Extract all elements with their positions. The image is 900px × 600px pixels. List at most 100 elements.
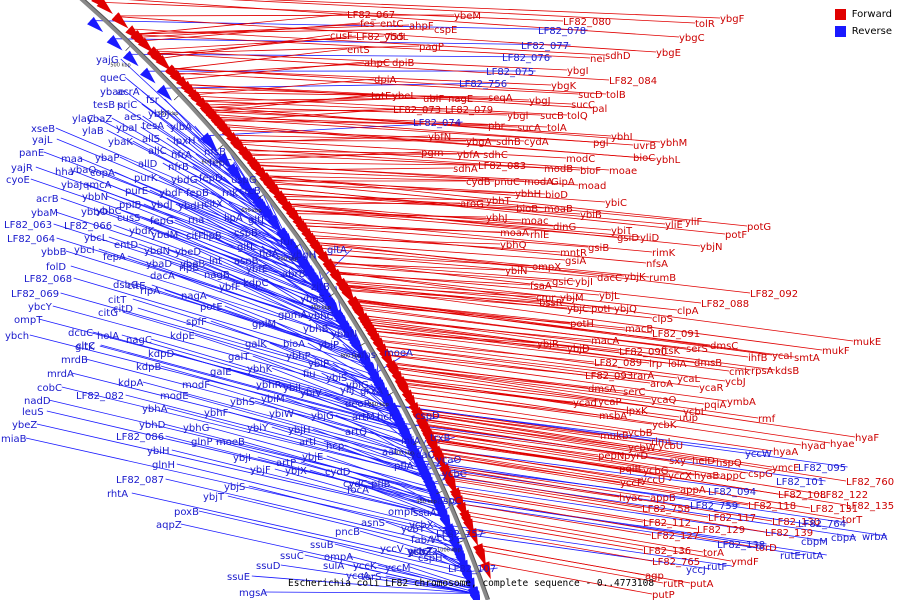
gene-label-csph: cspH [418, 553, 443, 564]
gene-label-kdsb: kdsB [775, 366, 799, 377]
feature-arrow [229, 166, 244, 184]
gene-label-ybhf: ybhF [204, 408, 229, 419]
leader-line [437, 499, 805, 556]
gene-label-dpib: dpiB [392, 58, 414, 69]
gene-label-cbpm: cbpM [801, 537, 828, 548]
gene-label-fepg: fepG [150, 216, 174, 227]
gene-label-appb: appB [650, 493, 676, 504]
leader-line [418, 460, 848, 524]
gene-label-sxy: sxy [669, 456, 686, 467]
leader-line [417, 413, 773, 468]
leader-line [374, 334, 726, 382]
gene-label-fepd: fepD [199, 173, 223, 184]
gene-label-copa: copA [90, 168, 115, 179]
leader-line [430, 439, 779, 495]
gene-label-lf82_122: LF82_122 [820, 490, 868, 501]
feature-arrow [416, 463, 429, 482]
gene-label-mgsa: mgsA [239, 588, 267, 599]
leader-line [166, 407, 427, 477]
leader-line [376, 339, 595, 363]
feature-arrow [327, 302, 341, 320]
scale-ticks: 500 kbp 550 kbp 600 kbp 650 kbp 700 kbp 750 k… [110, 46, 464, 553]
gene-label-trxb: trxB [430, 433, 451, 444]
leader-line [300, 461, 440, 505]
gene-label-ding: dinG [553, 222, 576, 233]
gene-label-ycac: ycaC [410, 450, 435, 461]
gene-label-pfla: pflA [394, 461, 414, 472]
gene-label-ybig: ybiG [346, 380, 369, 391]
gene-label-ycbz: ycbZ [408, 547, 433, 558]
gene-label-ycca: yccA [346, 571, 370, 582]
gene-label-moaa: moaA [500, 228, 529, 239]
feature-arrow [286, 241, 301, 259]
gene-label-ybaz: ybaZ [87, 114, 112, 125]
leader-line [259, 167, 454, 171]
gene-label-lf82_075: LF82_075 [486, 67, 534, 78]
leader-line [243, 285, 355, 341]
gene-label-lf82_764: LF82_764 [798, 519, 846, 530]
feature-arrow [329, 269, 344, 287]
gene-label-infa: infA [401, 436, 421, 447]
leader-line [60, 292, 379, 383]
feature-arrow [398, 383, 412, 402]
leader-line [301, 225, 501, 233]
leader-line [131, 492, 466, 568]
scale-tick [258, 194, 264, 199]
gene-label-ihfb: ihfB [748, 353, 768, 364]
gene-label-lf82_101: LF82_101 [776, 477, 824, 488]
leader-line [229, 134, 497, 142]
gene-label-yajl: yajL [32, 135, 53, 146]
gene-label-uup: uup [679, 413, 698, 424]
gene-label-ssua: ssuA [413, 508, 437, 519]
gene-label-yccw: yccW [745, 449, 772, 460]
leader-line [132, 140, 271, 219]
gene-label-ybgc: ybgC [679, 33, 705, 44]
gene-label-phr: phr [488, 121, 506, 132]
gene-label-cydb: cydB [466, 177, 491, 188]
gene-label-ycbl: ycbL [683, 407, 707, 418]
reverse-feature-lines [25, 20, 887, 594]
gene-label-kdpb: kdpB [136, 362, 161, 373]
gene-label-kdpa: kdpA [118, 378, 143, 389]
leader-line [184, 84, 593, 109]
gene-label-citt: citT [108, 295, 127, 306]
gene-label-ybed: ybeD [175, 247, 201, 258]
leader-line [92, 331, 397, 416]
gene-label-ycal: ycaL [677, 374, 701, 385]
leader-line [240, 440, 435, 496]
leader-line [380, 345, 634, 376]
leader-line [199, 100, 541, 116]
leader-line [334, 272, 678, 311]
leader-line [228, 411, 423, 469]
leader-line [194, 334, 388, 399]
leader-line [73, 170, 301, 260]
leader-line [61, 386, 427, 476]
leader-line [292, 213, 487, 218]
leader-line [225, 129, 525, 142]
gene-label-modb: modB [544, 164, 573, 175]
gene-label-lf82_084: LF82_084 [609, 76, 657, 87]
leader-line [52, 305, 387, 398]
gene-label-ybci: ybcI [74, 245, 95, 256]
gene-label-ybjt: ybjT [203, 492, 225, 503]
scale-tick [328, 293, 335, 298]
gene-label-ymce: ymcE [772, 463, 799, 474]
gene-label-hspq: hspQ [716, 458, 742, 469]
leader-line [215, 118, 594, 143]
feature-arrow [357, 312, 372, 331]
leader-line [324, 391, 405, 431]
leader-line [449, 477, 643, 509]
leader-line [463, 511, 704, 553]
feature-arrow [446, 530, 458, 549]
gene-label-cite: citE [127, 281, 146, 292]
feature-arrow [180, 81, 197, 98]
leader-line [184, 83, 572, 105]
scale-tick [173, 95, 179, 101]
gene-label-ybjr: ybjR [537, 339, 559, 350]
feature-arrow [122, 50, 139, 67]
leader-line [401, 382, 627, 411]
leader-line [160, 365, 407, 437]
leader-line [280, 564, 475, 594]
feature-arrow [268, 184, 284, 202]
